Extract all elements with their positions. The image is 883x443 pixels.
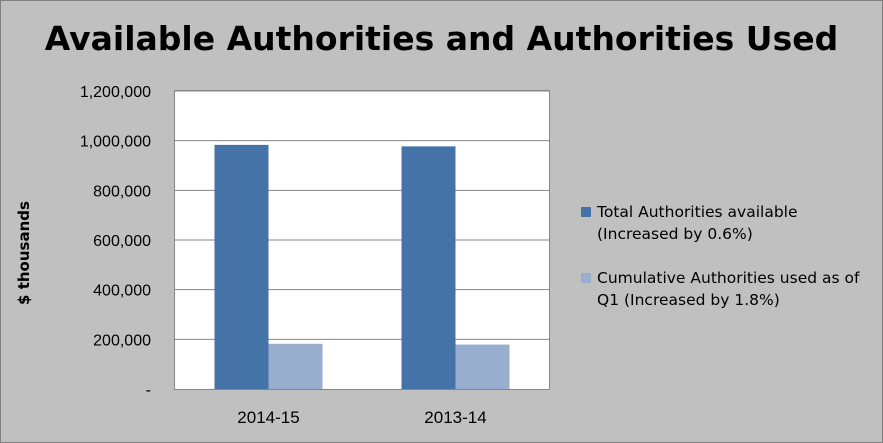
bar-total-2014-15 xyxy=(214,144,269,389)
bar-cumulative-2014-15 xyxy=(268,343,323,389)
y-tick-label: 1,200,000 xyxy=(80,84,151,101)
y-tick-label: 800,000 xyxy=(93,183,151,200)
legend: Total Authorities available (Increased b… xyxy=(581,201,871,333)
legend-swatch-total xyxy=(581,207,591,217)
legend-item-cumulative: Cumulative Authorities used as of Q1 (In… xyxy=(581,267,871,311)
legend-swatch-cumulative xyxy=(581,273,591,283)
y-tick-label: 1,000,000 xyxy=(80,134,151,151)
y-tick-label: 200,000 xyxy=(93,332,151,349)
legend-label-cumulative: Cumulative Authorities used as of Q1 (In… xyxy=(597,269,860,309)
x-tick-label: 2014-15 xyxy=(237,408,299,427)
bar-total-2013-14 xyxy=(401,146,456,389)
x-tick-label: 2013-14 xyxy=(424,408,486,427)
chart-title: Available Authorities and Authorities Us… xyxy=(44,19,839,58)
y-tick-label: - xyxy=(146,382,151,399)
y-tick-label: 400,000 xyxy=(93,283,151,300)
bar-cumulative-2013-14 xyxy=(455,344,510,389)
y-tick-label: 600,000 xyxy=(93,233,151,250)
legend-item-total: Total Authorities available (Increased b… xyxy=(581,201,871,245)
legend-label-total: Total Authorities available (Increased b… xyxy=(597,203,798,243)
